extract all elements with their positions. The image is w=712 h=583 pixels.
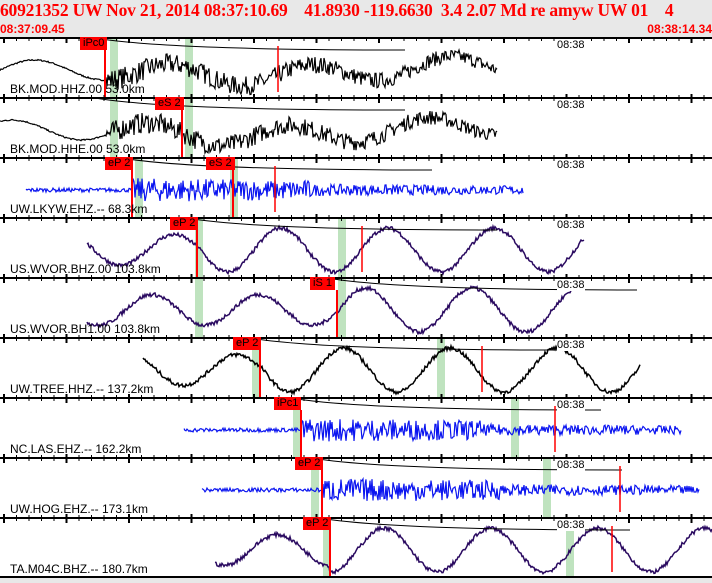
time-label: 08:38 [557, 399, 585, 411]
traveltime-curve [94, 37, 406, 51]
time-label: 08:38 [557, 39, 585, 51]
phase-pick-label[interactable]: iPc1 [274, 397, 302, 410]
time-label: 08:38 [557, 459, 585, 471]
trace-row[interactable] [0, 514, 712, 578]
phase-pick-label[interactable]: eP 2 [170, 217, 199, 230]
station-label: US.WVOR.BH1.00 103.8km [10, 322, 161, 336]
trace-row[interactable] [0, 94, 712, 158]
waveform [0, 48, 498, 96]
traveltime-curve [94, 97, 406, 111]
start-time: 08:37:09.45 [0, 22, 65, 36]
station-label: US.WVOR.BHZ.00 103.8km [10, 262, 161, 276]
trace-row[interactable] [0, 214, 712, 278]
phase-pick-label[interactable]: eP 2 [303, 517, 332, 530]
pick-window [338, 278, 346, 338]
pick-window [252, 338, 260, 398]
event-title: 60921352 UW Nov 21, 2014 08:37:10.69 41.… [0, 0, 674, 20]
waveform [214, 524, 712, 576]
waveform [201, 476, 700, 502]
time-label: 08:38 [557, 159, 585, 171]
event-header: 60921352 UW Nov 21, 2014 08:37:10.69 41.… [0, 0, 712, 37]
phase-pick-label[interactable]: eP 2 [105, 157, 134, 170]
waveform [183, 418, 682, 443]
traveltime-curve [121, 157, 433, 171]
time-label: 08:38 [557, 219, 585, 231]
waveform [0, 110, 498, 156]
trace-row[interactable] [0, 274, 712, 338]
pick-window [311, 458, 319, 518]
phase-pick-label[interactable]: eP 2 [295, 457, 324, 470]
waveform [86, 223, 585, 276]
time-label: 08:38 [557, 279, 585, 291]
phase-pick-label[interactable]: eP 2 [233, 337, 262, 350]
phase-pick-label[interactable]: eS 2 [155, 97, 184, 110]
station-label: TA.M04C.BHZ.-- 180.7km [10, 562, 148, 576]
pick-window [338, 218, 346, 278]
pick-window [195, 278, 203, 338]
trace-row[interactable] [0, 394, 712, 458]
phase-pick-label[interactable]: iS 1 [310, 277, 335, 290]
waveform [142, 343, 641, 396]
station-label: BK.MOD.HHE.00 53.0km [10, 142, 146, 156]
pick-window [437, 338, 445, 398]
trace-row[interactable] [0, 154, 712, 218]
time-label: 08:38 [557, 99, 585, 111]
station-label: UW.LKYW.EHZ.-- 68.3km [10, 202, 148, 216]
time-label: 08:38 [557, 339, 585, 351]
pick-window [323, 518, 331, 578]
traveltime-curve [249, 337, 561, 351]
time-label: 08:38 [557, 519, 585, 531]
pick-window [566, 518, 574, 578]
phase-pick-label[interactable]: iPc0 [80, 37, 108, 50]
traveltime-curve [290, 397, 602, 411]
phase-pick-label[interactable]: eS 2 [206, 157, 235, 170]
pick-window [185, 98, 193, 158]
end-time: 08:38:14.34 [647, 22, 712, 36]
traveltime-curve [326, 277, 638, 291]
station-label: BK.MOD.HHZ.00 53.0km [10, 82, 145, 96]
traveltime-curve [186, 217, 498, 231]
pick-window [110, 38, 118, 98]
waveform-canvas[interactable] [0, 34, 712, 578]
seismogram-panel[interactable]: BK.MOD.HHZ.00 53.0km 08:38 iPc0 BK.MOD.HHE.… [0, 34, 712, 578]
waveform [86, 284, 585, 336]
station-label: UW.TREE.HHZ.-- 137.2km [10, 382, 154, 396]
station-label: NC.LAS.EHZ.-- 162.2km [10, 442, 142, 456]
station-label: UW.HOG.EHZ.-- 173.1km [10, 502, 149, 516]
trace-row[interactable] [0, 454, 712, 518]
